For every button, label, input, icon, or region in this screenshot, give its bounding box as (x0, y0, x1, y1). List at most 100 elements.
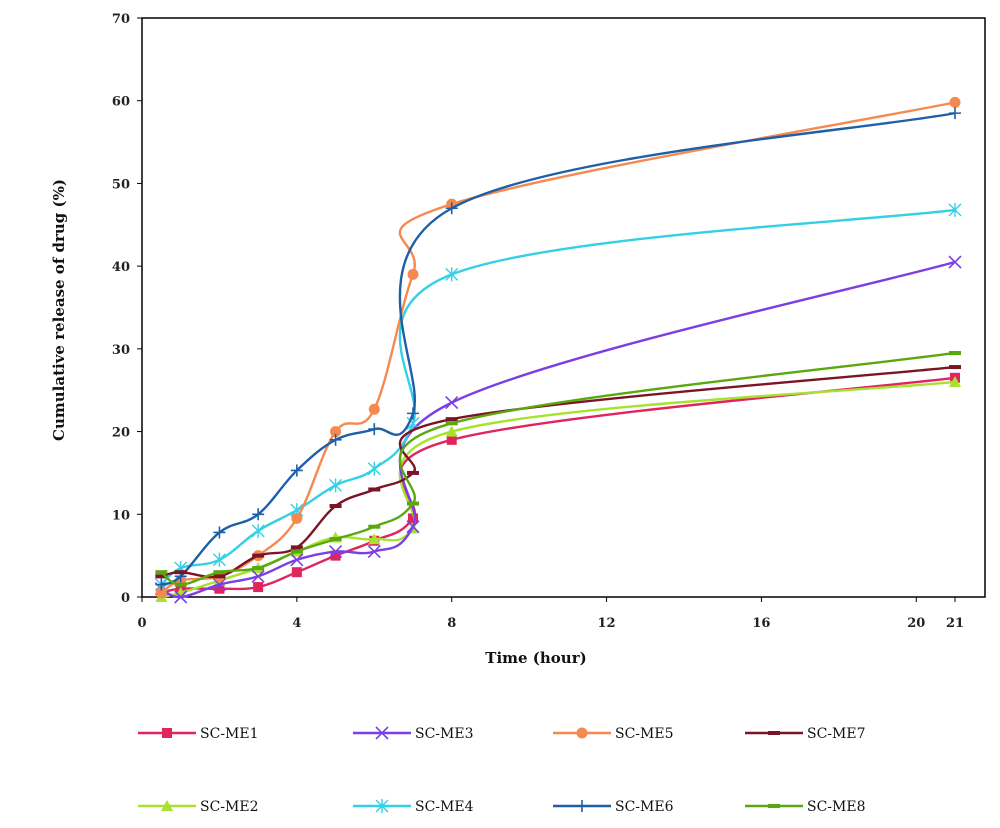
data-point-marker (155, 578, 168, 591)
data-point-marker (949, 375, 961, 387)
data-point-marker (407, 268, 419, 280)
data-point-marker (213, 526, 226, 539)
series-line (160, 351, 956, 586)
data-point-marker (368, 524, 381, 529)
data-point-marker (155, 574, 168, 579)
data-point-marker (949, 365, 961, 370)
legend-label: SC-ME2 (200, 799, 259, 815)
legend-item-sc-me6: SC-ME6 (553, 799, 674, 815)
y-tick-label: 30 (112, 343, 130, 358)
series-line (160, 260, 956, 599)
data-point-marker (213, 574, 226, 579)
legend-label: SC-ME4 (415, 799, 474, 815)
data-point-marker (213, 570, 226, 575)
y-tick-label: 50 (112, 177, 130, 192)
data-point-marker (949, 96, 961, 108)
legend-item-sc-me1: SC-ME1 (138, 726, 259, 742)
y-axis-ticks: 0 10 20 30 40 50 60 70 (112, 12, 142, 606)
data-point-marker (251, 523, 265, 538)
legend-item-sc-me4: SC-ME4 (353, 799, 474, 815)
y-tick-label: 10 (112, 508, 130, 523)
data-point-marker (368, 533, 381, 545)
data-point-marker (407, 501, 419, 506)
data-point-marker (329, 433, 342, 446)
y-tick-label: 40 (112, 260, 130, 275)
legend-label: SC-ME8 (807, 799, 866, 815)
data-point-marker (407, 470, 419, 475)
data-point-marker (174, 582, 187, 587)
series-sc-me6 (155, 107, 961, 591)
x-tick-label: 4 (292, 616, 301, 631)
x-axis-ticks: 0 4 8 12 16 20 21 (137, 597, 964, 631)
legend-swatch-marker (768, 731, 780, 735)
data-point-marker (407, 407, 419, 420)
data-point-marker (406, 520, 420, 534)
data-point-marker (290, 549, 303, 554)
data-point-marker (330, 426, 342, 438)
data-point-marker (174, 590, 188, 604)
legend-item-sc-me2: SC-ME2 (138, 799, 259, 815)
data-point-marker (252, 566, 265, 571)
data-point-marker (445, 396, 459, 410)
plot-frame (141, 17, 986, 598)
y-tick-label: 60 (112, 95, 130, 110)
data-point-marker (291, 512, 303, 524)
y-axis-title: Cumulative release of drug (%) (50, 179, 68, 441)
legend: SC-ME1 SC-ME3 SC-ME5 SC-ME7 SC-ME2 SC-ME4 SC-M… (138, 726, 866, 815)
series-line (161, 376, 956, 595)
data-point-marker (368, 423, 381, 436)
series-line (160, 208, 956, 586)
data-point-marker (212, 552, 226, 567)
legend-label: SC-ME3 (415, 726, 474, 742)
series-line (160, 111, 956, 586)
data-point-marker (329, 478, 343, 493)
legend-swatch-marker (576, 800, 588, 812)
data-point-marker (445, 417, 458, 422)
data-point-marker (329, 544, 343, 559)
data-point-marker (253, 582, 264, 593)
legend-swatch-marker (375, 799, 389, 813)
data-point-marker (252, 508, 265, 521)
legend-swatch-marker (375, 726, 389, 740)
data-point-marker (174, 570, 187, 575)
data-point-marker (155, 570, 168, 575)
x-tick-label: 12 (598, 616, 616, 631)
data-point-marker (290, 553, 304, 567)
data-point-marker (445, 421, 458, 426)
x-tick-label: 20 (907, 616, 925, 631)
x-axis-title: Time (hour) (485, 649, 586, 667)
data-point-marker (329, 537, 342, 542)
data-point-marker (408, 513, 418, 524)
data-point-marker (251, 569, 265, 583)
x-tick-label: 21 (946, 616, 964, 631)
data-point-marker (949, 107, 961, 120)
series-layer (154, 96, 962, 604)
data-point-marker (290, 545, 303, 550)
data-point-marker (949, 350, 961, 355)
data-point-marker (367, 461, 381, 476)
x-tick-label: 16 (752, 616, 770, 631)
data-point-marker (948, 202, 962, 217)
y-tick-label: 20 (112, 426, 130, 441)
data-point-marker (445, 267, 459, 282)
data-point-marker (445, 425, 458, 437)
data-point-marker (212, 578, 226, 592)
series-sc-me3 (154, 255, 962, 604)
series-sc-me4 (154, 202, 962, 592)
y-tick-label: 0 (121, 591, 130, 606)
legend-swatch-marker (161, 800, 173, 811)
series-line (161, 365, 956, 579)
legend-item-sc-me5: SC-ME5 (553, 726, 674, 742)
x-tick-label: 8 (447, 616, 456, 631)
data-point-marker (252, 553, 265, 558)
legend-swatch-marker (576, 727, 588, 739)
legend-label: SC-ME7 (807, 726, 866, 742)
y-tick-label: 70 (112, 12, 130, 27)
data-point-marker (155, 587, 167, 599)
legend-item-sc-me8: SC-ME8 (745, 799, 866, 815)
data-point-marker (291, 567, 302, 578)
data-point-marker (214, 583, 225, 594)
x-tick-label: 0 (137, 616, 146, 631)
series-sc-me7 (155, 365, 961, 579)
